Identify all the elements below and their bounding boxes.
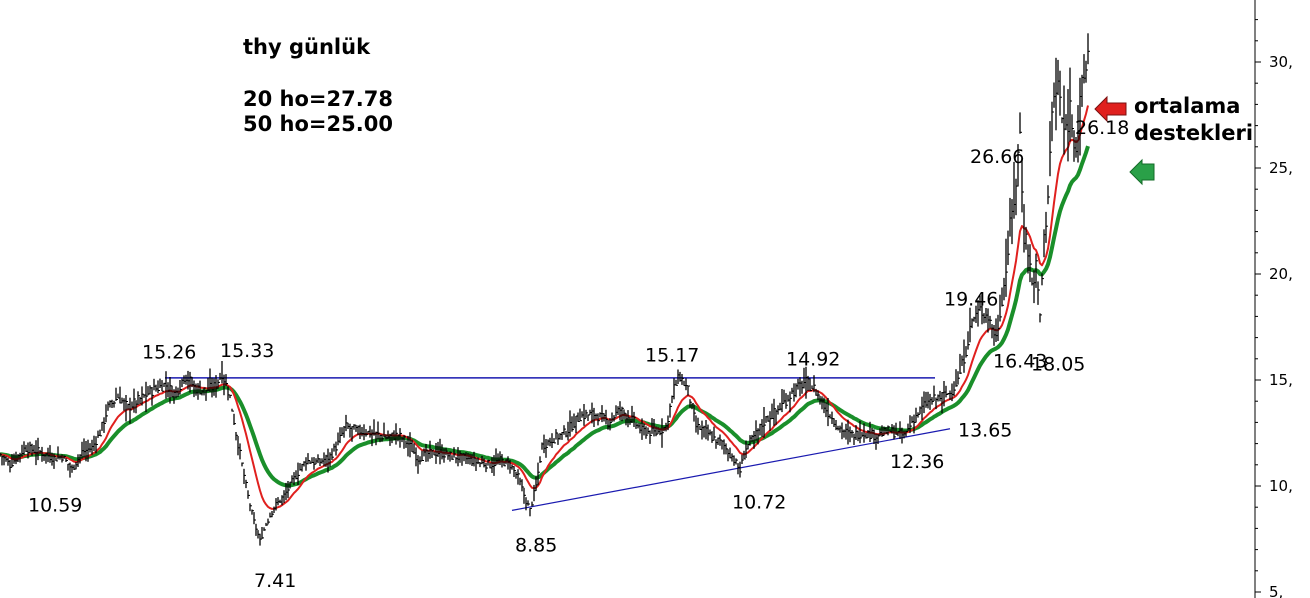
info-line-ma20: 20 ho=27.78 xyxy=(243,87,393,111)
price-annotations: 10.59 15.26 15.33 7.41 8.85 15.17 14.92 10.72 12… xyxy=(28,117,1129,592)
price-label: 13.65 xyxy=(958,420,1012,442)
price-label: 15.33 xyxy=(220,340,274,362)
y-tick-label: 5, xyxy=(1269,583,1283,598)
price-label: 8.85 xyxy=(515,534,557,556)
price-label: 15.17 xyxy=(645,344,699,366)
price-label: 15.26 xyxy=(142,341,196,363)
price-label: 10.59 xyxy=(28,494,82,516)
price-label: 14.92 xyxy=(786,349,840,371)
y-tick-label: 25, xyxy=(1269,159,1293,177)
legend-line-2: destekleri xyxy=(1134,121,1253,145)
info-line-ma50: 50 ho=25.00 xyxy=(243,112,393,136)
support-trend-line xyxy=(511,428,951,511)
ma-20-line xyxy=(0,105,1089,510)
y-tick-label: 15, xyxy=(1269,371,1293,389)
legend: ortalama destekleri xyxy=(1094,94,1253,186)
price-label: 16.43 xyxy=(993,351,1047,373)
price-label: 19.46 xyxy=(944,288,998,310)
y-axis: 5, 10, 15, 20, 25, 30, xyxy=(1254,0,1293,598)
price-label: 26.66 xyxy=(970,146,1024,168)
price-label: 10.72 xyxy=(732,492,786,514)
chart-title: thy günlük xyxy=(243,35,371,59)
y-tick-label: 20, xyxy=(1269,265,1293,283)
price-label: 26.18 xyxy=(1075,117,1129,139)
legend-line-1: ortalama xyxy=(1134,94,1240,118)
y-tick-label: 10, xyxy=(1269,477,1293,495)
y-tick-label: 30, xyxy=(1269,53,1293,71)
price-label: 12.36 xyxy=(890,451,944,473)
price-label: 7.41 xyxy=(254,570,296,592)
price-label: 18.05 xyxy=(1031,353,1085,375)
green-arrow-icon xyxy=(1129,158,1155,186)
ma-20-series xyxy=(0,105,1089,510)
price-series xyxy=(0,33,1090,546)
red-arrow-icon xyxy=(1094,95,1127,123)
